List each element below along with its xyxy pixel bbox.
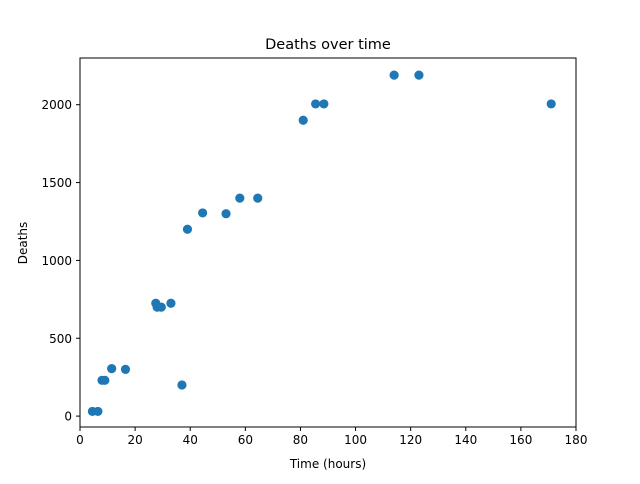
x-tick-label: 120 xyxy=(399,433,422,447)
data-point xyxy=(100,375,110,385)
x-tick-label: 20 xyxy=(127,433,142,447)
plot-area-frame xyxy=(79,57,577,428)
data-point xyxy=(166,298,176,308)
data-points xyxy=(87,70,556,417)
y-tick-label: 2000 xyxy=(41,98,72,112)
x-tick-label: 0 xyxy=(76,433,84,447)
data-point xyxy=(156,302,166,312)
y-tick-label: 1500 xyxy=(41,176,72,190)
x-tick-label: 60 xyxy=(238,433,253,447)
data-point xyxy=(221,209,231,219)
x-tick-label: 100 xyxy=(344,433,367,447)
y-tick-label: 1000 xyxy=(41,254,72,268)
data-point xyxy=(546,99,556,109)
x-tick-label: 180 xyxy=(565,433,588,447)
data-point xyxy=(298,115,308,125)
data-point xyxy=(389,70,399,80)
x-tick-label: 160 xyxy=(509,433,532,447)
y-tick-label: 0 xyxy=(64,410,72,424)
data-point xyxy=(311,99,321,109)
x-tick-label: 40 xyxy=(183,433,198,447)
data-point xyxy=(182,224,193,234)
data-point xyxy=(120,364,131,374)
x-axis-label: Time (hours) xyxy=(289,457,366,471)
y-axis-label: Deaths xyxy=(16,222,30,265)
x-tick-label: 140 xyxy=(454,433,477,447)
data-point xyxy=(235,193,245,203)
y-tick-label: 500 xyxy=(49,332,72,346)
x-axis-ticks: 0 20 40 60 80 100 120 140 160 180 xyxy=(76,427,587,447)
data-point xyxy=(319,99,329,109)
data-point xyxy=(93,406,103,417)
data-point xyxy=(198,208,208,218)
data-point xyxy=(253,193,263,203)
chart-title: Deaths over time xyxy=(265,37,391,53)
x-tick-label: 80 xyxy=(293,433,308,447)
data-point xyxy=(107,364,117,374)
data-point xyxy=(414,70,424,80)
y-axis-ticks: 0 500 1000 1500 2000 xyxy=(41,98,80,424)
data-point xyxy=(177,380,187,390)
